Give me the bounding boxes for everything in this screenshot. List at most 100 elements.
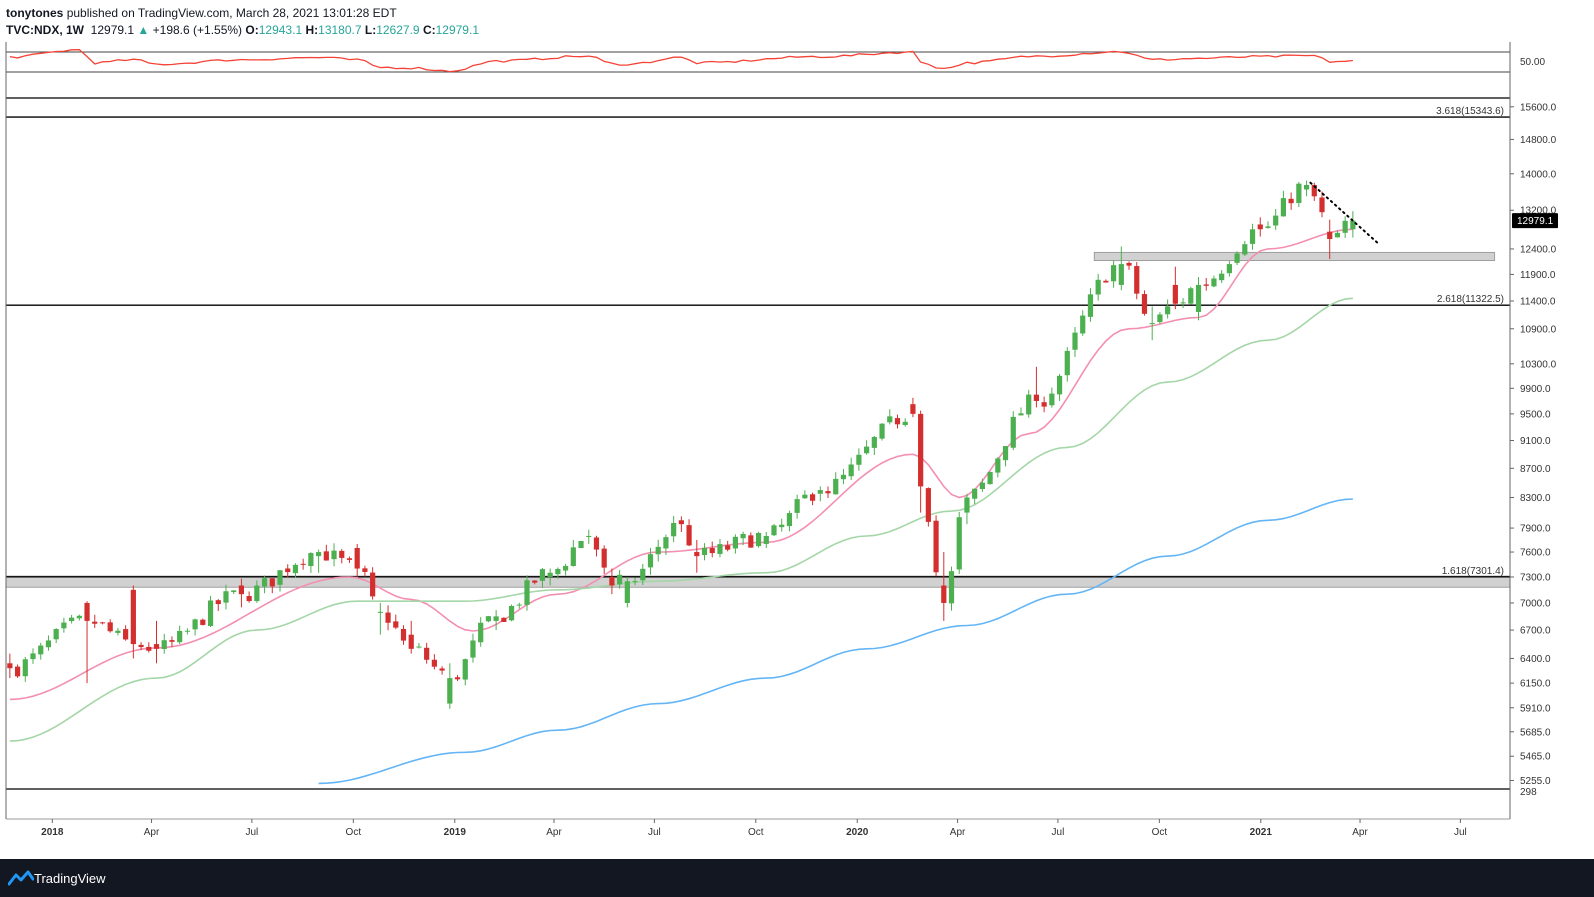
candle-body bbox=[1126, 262, 1132, 266]
candle-body bbox=[308, 553, 314, 567]
price-axis[interactable]: 50.00 298 15600.0 14800.0 14000.0 13200.0 1240… bbox=[1510, 57, 1558, 798]
candle-body bbox=[292, 564, 299, 574]
time-tick-label: 2019 bbox=[444, 827, 467, 838]
time-tick-label: Jul bbox=[245, 827, 258, 838]
candle-body bbox=[385, 612, 391, 623]
candles-layer bbox=[7, 180, 1356, 709]
ma-slow-line bbox=[318, 498, 1353, 785]
candle-body bbox=[1080, 315, 1086, 334]
candle-body bbox=[238, 585, 245, 595]
candle-body bbox=[377, 611, 383, 613]
publish-text: published on TradingView.com, March 28, … bbox=[66, 6, 397, 20]
price-tick-label: 14000.0 bbox=[1520, 169, 1557, 180]
candle-body bbox=[694, 552, 700, 557]
price-tick-label: 5255.0 bbox=[1520, 776, 1551, 787]
candle-body bbox=[1319, 197, 1325, 213]
candle-body bbox=[1064, 350, 1070, 376]
trendline-layer bbox=[1309, 181, 1381, 246]
candle-body bbox=[879, 423, 885, 439]
author-name[interactable]: tonytones bbox=[6, 6, 64, 20]
candle-body bbox=[570, 547, 576, 567]
candle-body bbox=[933, 520, 939, 573]
candle-body bbox=[748, 535, 754, 548]
ma-mid-line bbox=[9, 297, 1353, 742]
candle-body bbox=[1010, 416, 1016, 448]
candle-body bbox=[192, 619, 198, 630]
candle-body bbox=[524, 580, 530, 605]
candle-body bbox=[617, 574, 623, 585]
candle-body bbox=[1273, 215, 1279, 226]
time-tick-label: 2018 bbox=[41, 827, 64, 838]
candle-body bbox=[1288, 198, 1294, 204]
candle-body bbox=[1149, 323, 1155, 325]
price-tick-label: 9900.0 bbox=[1520, 384, 1551, 395]
chart-area[interactable]: 3.618(15343.6) 2.618(11322.5) 1.618(7301.4… bbox=[0, 42, 1594, 859]
candle-body bbox=[848, 464, 854, 477]
price-tick-label: 7000.0 bbox=[1520, 598, 1551, 609]
support-zone bbox=[5, 575, 1511, 588]
candle-body bbox=[609, 576, 615, 586]
price-tick-label: 5910.0 bbox=[1520, 703, 1551, 714]
candle-body bbox=[1172, 284, 1178, 304]
candle-body bbox=[941, 585, 947, 603]
candle-body bbox=[640, 568, 646, 581]
price-tick-label: 7300.0 bbox=[1520, 572, 1551, 583]
time-tick-label: Apr bbox=[144, 827, 160, 838]
candle-body bbox=[586, 535, 592, 537]
price-tick-label: 5465.0 bbox=[1520, 752, 1551, 763]
tradingview-brand[interactable]: TradingView bbox=[34, 871, 106, 886]
candle-body bbox=[871, 436, 877, 448]
candle-body bbox=[1157, 314, 1163, 323]
price-tick-label: 14800.0 bbox=[1520, 135, 1557, 146]
candle-body bbox=[246, 596, 252, 602]
candle-body bbox=[1265, 226, 1271, 228]
candle-body bbox=[400, 628, 407, 641]
candle-body bbox=[138, 644, 144, 648]
change-value: +198.6 (+1.55%) bbox=[152, 23, 243, 37]
candle-body bbox=[1018, 413, 1024, 416]
price-tick-label: 5685.0 bbox=[1520, 727, 1551, 738]
candle-body bbox=[107, 622, 113, 632]
candle-body bbox=[809, 494, 816, 501]
last-price-value: 12979.1 bbox=[90, 23, 135, 37]
rsi-bottom-tick-label: 298 bbox=[1520, 787, 1537, 798]
price-tick-label: 15600.0 bbox=[1520, 102, 1557, 113]
candle-body bbox=[485, 616, 492, 622]
candle-body bbox=[1195, 284, 1202, 312]
trendline bbox=[1309, 181, 1381, 246]
candle-body bbox=[14, 666, 21, 677]
candle-body bbox=[833, 478, 839, 495]
candle-body bbox=[184, 630, 190, 632]
open-value: 12943.1 bbox=[258, 23, 303, 37]
change-arrow-icon: ▲ bbox=[137, 23, 150, 37]
candle-body bbox=[1095, 279, 1101, 295]
time-axis[interactable]: 2018 Apr Jul Oct 2019 Apr Jul Oct 2020 Apr Jul Oct 2… bbox=[41, 819, 1467, 838]
candle-body bbox=[593, 537, 600, 550]
high-value: 13180.7 bbox=[318, 23, 362, 37]
last-price-badge bbox=[1512, 213, 1558, 229]
candle-body bbox=[1303, 184, 1310, 190]
candle-body bbox=[470, 640, 476, 658]
candle-body bbox=[948, 571, 955, 604]
price-tick-label: 9100.0 bbox=[1520, 436, 1551, 447]
candle-body bbox=[539, 569, 546, 581]
time-tick-label: Jul bbox=[648, 827, 661, 838]
candle-body bbox=[277, 570, 283, 585]
tradingview-logo-icon[interactable] bbox=[8, 870, 34, 886]
candle-body bbox=[1165, 306, 1171, 315]
candle-body bbox=[972, 488, 978, 499]
price-tick-label: 6700.0 bbox=[1520, 626, 1551, 637]
candle-body bbox=[1033, 394, 1040, 401]
candle-body bbox=[755, 532, 762, 547]
candle-body bbox=[447, 678, 453, 704]
candle-body bbox=[300, 563, 306, 565]
candle-body bbox=[1180, 302, 1186, 304]
candle-body bbox=[408, 634, 414, 649]
fib-layer: 3.618(15343.6) 2.618(11322.5) 1.618(7301.4… bbox=[6, 106, 1510, 578]
candle-body bbox=[701, 547, 708, 556]
candle-body bbox=[902, 421, 908, 425]
candle-body bbox=[84, 602, 90, 621]
candle-body bbox=[161, 640, 167, 649]
low-label: L: bbox=[364, 23, 377, 37]
fib-level-label: 1.618(7301.4) bbox=[1442, 566, 1504, 577]
